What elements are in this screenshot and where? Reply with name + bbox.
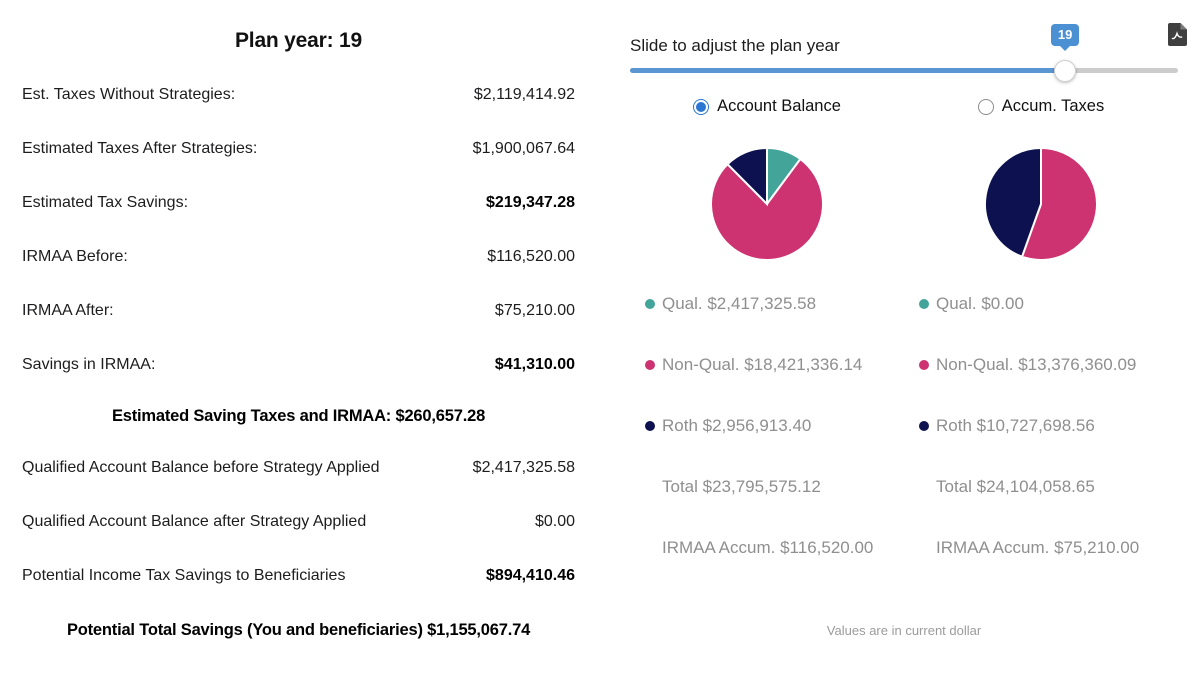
radio-selected-icon: [693, 98, 710, 115]
row-value: $75,210.00: [494, 302, 575, 319]
legend-item-roth: Roth $10,727,698.56: [919, 416, 1178, 436]
slider-fill: [630, 68, 1066, 73]
pdf-export-icon[interactable]: [1168, 23, 1187, 46]
nonqual-dot-icon: [645, 360, 655, 370]
total-savings-line: Potential Total Savings (You and benefic…: [22, 603, 575, 657]
legend-item-qual: Qual. $2,417,325.58: [645, 294, 904, 314]
account-balance-pie-before: [710, 146, 824, 261]
legend-item-qual: Qual. $0.00: [919, 294, 1178, 314]
qual-dot-icon: [645, 299, 655, 309]
summary-panel: Plan year: 19 Est. Taxes Without Strateg…: [0, 0, 600, 657]
row-beneficiary-savings: Potential Income Tax Savings to Benefici…: [22, 549, 575, 603]
row-label: Potential Income Tax Savings to Benefici…: [22, 567, 346, 584]
slider-label: Slide to adjust the plan year: [630, 36, 840, 55]
row-est-taxes-after: Estimated Taxes After Strategies: $1,900…: [22, 122, 575, 176]
slider-thumb[interactable]: [1054, 59, 1077, 82]
row-irmaa-after: IRMAA After: $75,210.00: [22, 284, 575, 338]
row-value: $0.00: [534, 513, 575, 530]
row-irmaa-before: IRMAA Before: $116,520.00: [22, 230, 575, 284]
row-savings-irmaa: Savings in IRMAA: $41,310.00: [22, 338, 575, 392]
page-title: Plan year: 19: [235, 29, 362, 52]
plan-year-slider-block: Slide to adjust the plan year 19: [630, 0, 1178, 82]
radio-label: Account Balance: [717, 97, 841, 115]
summary-rows: Est. Taxes Without Strategies: $2,119,41…: [22, 68, 575, 657]
row-label: Estimated Taxes After Strategies:: [22, 140, 258, 157]
roth-dot-icon: [919, 421, 929, 431]
row-label: Est. Taxes Without Strategies:: [22, 86, 236, 103]
legend-item-roth: Roth $2,956,913.40: [645, 416, 904, 436]
roth-dot-icon: [645, 421, 655, 431]
legend-item-nonqual: Non-Qual. $18,421,336.14: [645, 355, 904, 375]
plan-year-slider[interactable]: [630, 59, 1178, 82]
row-label: IRMAA Before:: [22, 248, 128, 265]
pie-charts: Qual. $2,417,325.58 Non-Qual. $18,421,33…: [630, 144, 1178, 599]
radio-accum-taxes[interactable]: Accum. Taxes: [977, 97, 1105, 116]
row-qual-before: Qualified Account Balance before Strateg…: [22, 441, 575, 495]
radio-unselected-icon: [977, 98, 994, 115]
legend-total: Total $24,104,058.65: [936, 477, 1095, 496]
row-value: $1,900,067.64: [472, 140, 575, 157]
slider-value: 19: [1057, 27, 1073, 42]
row-label: Savings in IRMAA:: [22, 356, 156, 373]
subtotal-text: Estimated Saving Taxes and IRMAA: $260,6…: [111, 407, 486, 425]
total-savings-text: Potential Total Savings (You and benefic…: [66, 620, 531, 639]
legend-item-nonqual: Non-Qual. $13,376,360.09: [919, 355, 1178, 375]
row-value: $116,520.00: [487, 248, 575, 265]
row-est-taxes-without: Est. Taxes Without Strategies: $2,119,41…: [22, 68, 575, 122]
qual-dot-icon: [919, 299, 929, 309]
row-label: Qualified Account Balance after Strategy…: [22, 513, 367, 530]
legend-irmaa-accum: IRMAA Accum. $116,520.00: [662, 538, 874, 557]
row-label: IRMAA After:: [22, 302, 114, 319]
row-label: Qualified Account Balance before Strateg…: [22, 459, 380, 476]
account-balance-pie-after: [984, 146, 1098, 261]
pie-column-after: Qual. $0.00 Non-Qual. $13,376,360.09 Rot…: [904, 144, 1178, 599]
row-label: Estimated Tax Savings:: [22, 194, 189, 211]
row-value: $219,347.28: [486, 194, 575, 211]
pie-column-before: Qual. $2,417,325.58 Non-Qual. $18,421,33…: [630, 144, 904, 599]
nonqual-dot-icon: [919, 360, 929, 370]
pie-legend-after: Qual. $0.00 Non-Qual. $13,376,360.09 Rot…: [904, 294, 1178, 558]
view-toggle: Account Balance Accum. Taxes: [630, 97, 1178, 116]
row-value: $41,310.00: [494, 356, 575, 373]
radio-account-balance[interactable]: Account Balance: [693, 97, 841, 116]
footnote: Values are in current dollar: [826, 623, 982, 638]
row-value: $2,119,414.92: [473, 86, 575, 103]
row-value: $894,410.46: [486, 567, 575, 584]
row-est-tax-savings: Estimated Tax Savings: $219,347.28: [22, 176, 575, 230]
slider-value-badge: 19: [1051, 24, 1080, 46]
legend-total: Total $23,795,575.12: [662, 477, 821, 496]
subtotal-line: Estimated Saving Taxes and IRMAA: $260,6…: [22, 392, 575, 441]
row-value: $2,417,325.58: [472, 459, 575, 476]
row-qual-after: Qualified Account Balance after Strategy…: [22, 495, 575, 549]
legend-irmaa-accum: IRMAA Accum. $75,210.00: [936, 538, 1140, 557]
charts-panel: Slide to adjust the plan year 19 Account…: [630, 0, 1178, 638]
radio-label: Accum. Taxes: [1001, 97, 1105, 115]
pie-legend-before: Qual. $2,417,325.58 Non-Qual. $18,421,33…: [630, 294, 904, 558]
